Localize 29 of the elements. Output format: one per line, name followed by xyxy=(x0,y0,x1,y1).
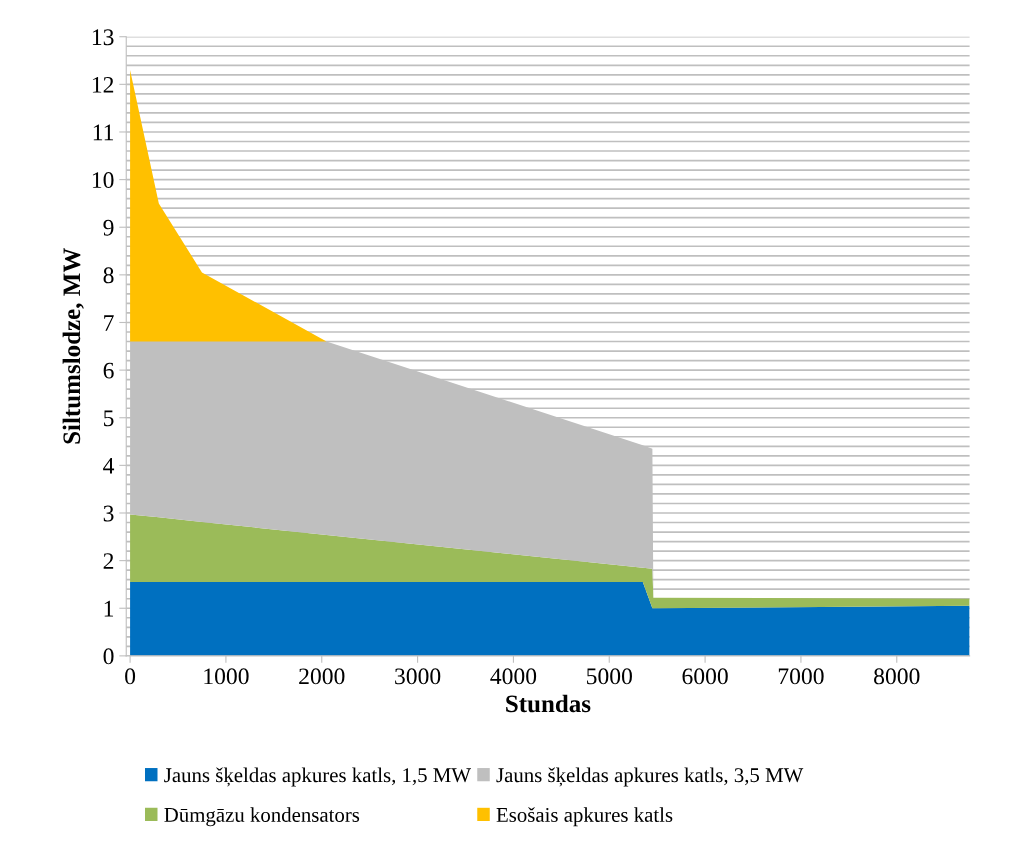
x-tick-label: 4000 xyxy=(490,668,537,685)
legend-label: Jauns šķeldas apkures katls, 1,5 MW xyxy=(164,767,471,787)
x-tick-label: 5000 xyxy=(587,668,632,685)
y-tick-label: 7 xyxy=(104,315,114,331)
y-tick-label: 2 xyxy=(103,553,114,569)
legend-label: Dūmgāzu kondensators xyxy=(164,807,360,827)
y-tick-label: 11 xyxy=(93,124,114,141)
y-tick-label: 6 xyxy=(103,362,114,379)
x-tick-label: 1000 xyxy=(204,668,249,685)
x-tick-label: 3000 xyxy=(395,668,441,685)
y-tick-label: 13 xyxy=(92,29,114,46)
legend-label: Esošais apkures katls xyxy=(496,807,673,827)
x-axis-title: Stundas xyxy=(506,694,591,713)
y-tick-label: 5 xyxy=(104,410,114,427)
y-tick-label: 8 xyxy=(103,267,114,284)
y-tick-label: 0 xyxy=(103,648,114,665)
legend-label: Jauns šķeldas apkures katls, 3,5 MW xyxy=(496,767,804,787)
x-tick-label: 6000 xyxy=(682,668,728,685)
x-tick-label: 7000 xyxy=(778,668,824,685)
x-tick-label: 8000 xyxy=(874,668,920,685)
x-tick-label: 2000 xyxy=(299,668,345,685)
y-tick-label: 3 xyxy=(103,505,114,522)
x-tick-label: 0 xyxy=(125,668,136,685)
y-tick-label: 4 xyxy=(103,458,115,474)
y-tick-label: 1 xyxy=(104,600,114,617)
y-tick-label: 12 xyxy=(92,76,114,93)
y-tick-label: 10 xyxy=(92,172,114,189)
y-tick-label: 9 xyxy=(103,219,114,236)
y-axis-title: Siltumslodze, MW xyxy=(62,248,84,444)
